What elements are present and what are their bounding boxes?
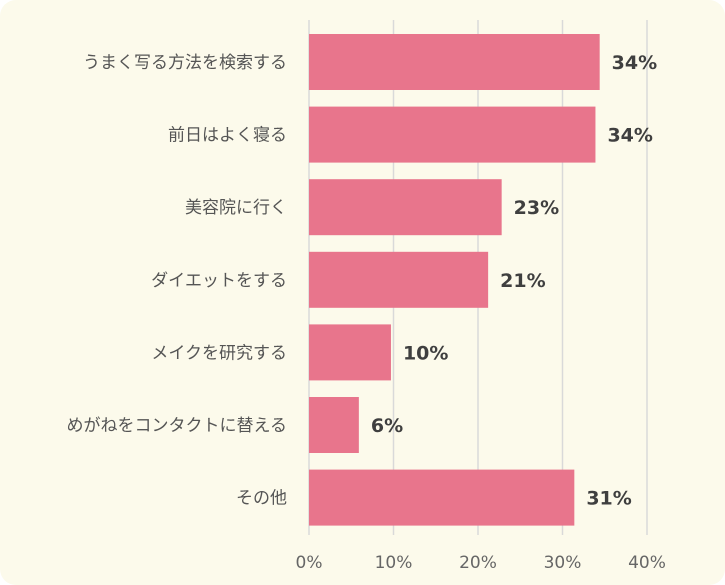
bar [309, 397, 359, 453]
bar [309, 469, 575, 526]
x-tick-label: 0% [296, 553, 323, 573]
category-label: 美容院に行く [185, 198, 287, 218]
bars [309, 34, 600, 526]
data-label: 6% [371, 415, 403, 437]
data-label: 23% [514, 197, 559, 219]
data-label: 31% [586, 488, 631, 510]
x-tick-label: 30% [544, 553, 582, 573]
category-label: ダイエットをする [151, 271, 287, 291]
bar [309, 179, 502, 236]
data-label: 10% [403, 342, 448, 364]
bar [309, 106, 596, 163]
bar [309, 34, 600, 90]
category-label: その他 [236, 489, 287, 509]
category-labels: うまく写る方法を検索する前日はよく寝る美容院に行くダイエットをするメイクを研究す… [67, 53, 288, 509]
bar [309, 251, 489, 308]
data-label: 34% [612, 52, 657, 74]
category-label: 前日はよく寝る [168, 125, 287, 146]
data-label: 21% [500, 270, 545, 292]
category-label: うまく写る方法を検索する [83, 53, 287, 73]
value-labels: 34% 34% 23% 21% 10% 6% 31% [371, 52, 657, 510]
x-tick-label: 40% [628, 553, 666, 573]
category-label: めがねをコンタクトに替える [67, 416, 288, 436]
data-label: 34% [607, 125, 652, 147]
category-label: メイクを研究する [151, 343, 287, 363]
x-tick-label: 20% [459, 553, 497, 573]
x-axis-ticks: 0% 10% 20% 30% 40% [296, 553, 666, 573]
x-tick-label: 10% [375, 553, 413, 573]
bar [309, 324, 391, 381]
